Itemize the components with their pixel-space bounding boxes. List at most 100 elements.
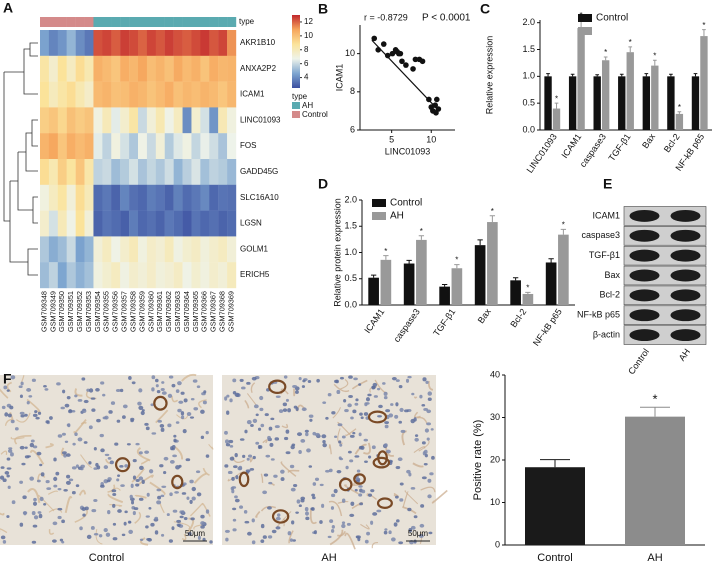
nucleus xyxy=(308,465,313,468)
nucleus xyxy=(292,483,298,488)
heat-cell xyxy=(227,184,237,211)
type-cell xyxy=(200,17,210,27)
heat-cell xyxy=(129,184,139,211)
tissue-strand xyxy=(250,382,256,394)
heat-cell xyxy=(111,262,121,289)
heat-cell xyxy=(164,81,174,108)
nucleus xyxy=(180,415,185,420)
nucleus xyxy=(224,439,229,444)
nucleus xyxy=(338,440,342,444)
heat-cell xyxy=(146,133,157,160)
heat-cell xyxy=(48,30,59,56)
bar xyxy=(675,113,684,130)
nucleus xyxy=(274,425,280,429)
heat-cell xyxy=(209,210,219,237)
nucleus xyxy=(191,486,196,492)
nucleus xyxy=(357,537,361,542)
nucleus xyxy=(338,456,342,460)
heat-cell xyxy=(111,107,121,134)
nucleus xyxy=(426,409,432,414)
blot-band xyxy=(629,249,660,262)
tissue-strand xyxy=(171,395,179,403)
nucleus xyxy=(352,409,357,414)
nucleus xyxy=(427,494,432,499)
nucleus xyxy=(328,468,333,473)
nucleus xyxy=(2,478,7,483)
column-label: GSM709362 xyxy=(164,291,173,332)
nucleus xyxy=(321,434,327,439)
nucleus xyxy=(305,432,309,437)
nucleus xyxy=(413,539,417,544)
nucleus xyxy=(350,501,355,506)
type-cell xyxy=(129,17,139,27)
nucleus xyxy=(7,413,12,418)
heat-cell xyxy=(40,159,50,185)
nucleus xyxy=(292,539,296,542)
blot-band xyxy=(670,209,701,222)
nucleus xyxy=(203,390,207,394)
nucleus xyxy=(128,529,134,534)
nucleus xyxy=(178,400,184,404)
heat-cell xyxy=(173,55,183,82)
nucleus xyxy=(148,506,152,510)
nucleus xyxy=(196,492,202,497)
tissue-strand xyxy=(202,503,211,517)
nucleus xyxy=(244,429,248,434)
tissue-strand xyxy=(181,373,197,382)
nucleus xyxy=(55,471,60,476)
heat-cell xyxy=(57,262,67,289)
nucleus xyxy=(304,506,309,512)
heat-cell xyxy=(138,236,148,263)
tissue-strand xyxy=(328,444,332,455)
point xyxy=(384,52,391,59)
nucleus xyxy=(175,421,180,424)
nucleus xyxy=(384,421,389,424)
nucleus xyxy=(349,459,354,463)
tissue-strand xyxy=(244,399,250,409)
y-axis-label: Relative expression xyxy=(484,36,494,115)
error-bar xyxy=(702,29,706,37)
nucleus xyxy=(123,521,127,526)
nucleus xyxy=(425,380,429,384)
heat-cell xyxy=(93,210,103,237)
nucleus xyxy=(312,482,317,486)
significance: * xyxy=(555,94,558,103)
nucleus xyxy=(154,378,159,383)
column-label: GSM709349 xyxy=(48,291,57,332)
nucleus xyxy=(383,396,388,400)
nucleus xyxy=(300,498,305,503)
tissue-strand xyxy=(344,484,359,495)
heat-cell xyxy=(75,55,85,82)
nucleus xyxy=(232,378,237,383)
nucleus xyxy=(390,403,394,406)
heat-cell xyxy=(84,159,94,185)
nucleus xyxy=(285,398,289,402)
heat-cell xyxy=(155,107,165,134)
bar xyxy=(544,76,552,130)
nucleus xyxy=(32,413,38,417)
tissue-strand xyxy=(74,388,83,397)
nucleus xyxy=(295,511,299,514)
heat-cell xyxy=(218,210,228,237)
legend-swatch xyxy=(578,27,592,35)
bar xyxy=(568,76,577,130)
nucleus xyxy=(172,509,178,513)
nucleus xyxy=(400,429,406,433)
nucleus xyxy=(117,474,121,477)
nucleus xyxy=(3,385,8,390)
heat-cell xyxy=(146,262,157,289)
nucleus xyxy=(275,516,281,521)
nucleus xyxy=(63,453,67,458)
nucleus xyxy=(169,492,173,497)
nucleus xyxy=(370,520,374,525)
y-tick-label: 8 xyxy=(350,86,355,96)
nucleus xyxy=(60,406,65,410)
nucleus xyxy=(192,379,198,383)
bar xyxy=(552,108,561,130)
nucleus xyxy=(368,455,372,459)
nucleus xyxy=(205,430,209,435)
nucleus xyxy=(372,382,378,387)
nucleus xyxy=(283,375,288,379)
nucleus xyxy=(191,496,196,501)
tissue-strand xyxy=(134,494,147,499)
